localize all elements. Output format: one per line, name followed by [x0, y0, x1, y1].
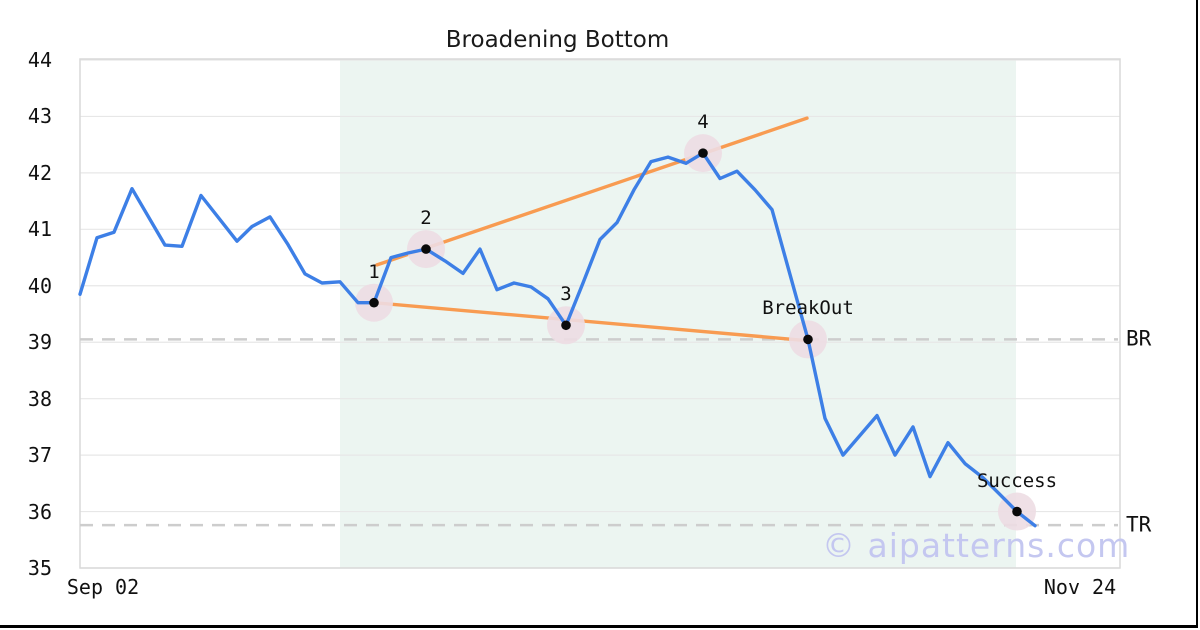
pattern-shaded-region — [340, 59, 1016, 568]
marker-dot-1 — [369, 297, 379, 308]
y-tick-label: 41 — [27, 217, 52, 242]
marker-dot-3 — [561, 320, 571, 331]
y-tick-label: 44 — [27, 48, 52, 72]
marker-dot-4 — [698, 148, 708, 158]
y-tick-label: 42 — [27, 160, 52, 185]
y-tick-label: 37 — [27, 443, 52, 468]
marker-label-3: 3 — [560, 283, 572, 306]
x-tick-label-end: Nov 24 — [1043, 575, 1117, 599]
marker-dot-Success — [1012, 506, 1022, 517]
y-tick-label: 38 — [27, 386, 52, 411]
breakout-level-label: BR — [1126, 326, 1152, 351]
price-line — [78, 151, 1037, 528]
x-tick-label-start: Sep 02 — [66, 575, 140, 599]
marker-label-1: 1 — [368, 260, 380, 283]
image-border-bottom — [0, 625, 1198, 628]
lower-broadening-line — [372, 301, 808, 343]
marker-label-4: 4 — [697, 111, 709, 134]
marker-dot-2 — [421, 244, 431, 254]
marker-label-2: 2 — [420, 207, 432, 230]
image-border-right — [1195, 0, 1198, 627]
target-level-label: TR — [1126, 512, 1152, 537]
marker-label-Success: Success — [976, 469, 1058, 492]
marker-dot-BreakOut — [803, 334, 813, 345]
watermark-text: © aipatterns.com — [822, 526, 1131, 565]
upper-broadening-line — [375, 116, 809, 267]
marker-label-BreakOut: BreakOut — [762, 297, 854, 320]
chart-title: Broadening Bottom — [445, 27, 670, 53]
y-tick-label: 40 — [27, 273, 52, 298]
y-tick-label: 35 — [27, 556, 52, 580]
y-tick-label: 43 — [27, 104, 52, 129]
y-tick-label: 39 — [27, 330, 52, 355]
plot-border — [79, 58, 1121, 569]
y-tick-label: 36 — [27, 499, 52, 524]
